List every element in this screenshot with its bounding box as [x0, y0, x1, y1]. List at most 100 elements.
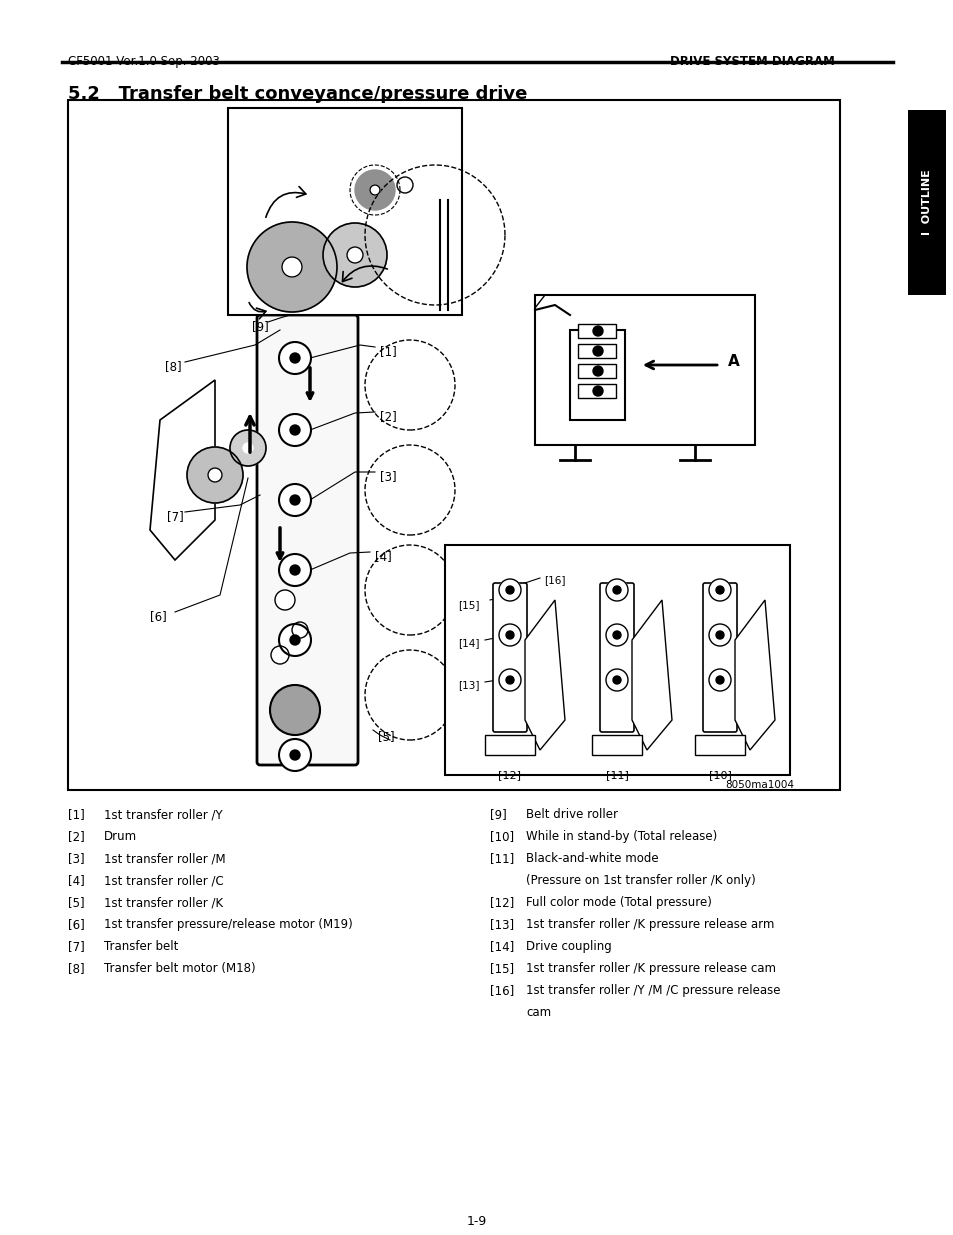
- FancyBboxPatch shape: [599, 583, 634, 732]
- Circle shape: [613, 676, 620, 684]
- Bar: [68, 100, 840, 790]
- Text: [11]: [11]: [605, 769, 628, 781]
- Circle shape: [593, 346, 602, 356]
- Text: [10]: [10]: [490, 830, 514, 844]
- Text: [15]: [15]: [457, 600, 479, 610]
- Circle shape: [243, 443, 253, 453]
- Text: A: A: [727, 354, 739, 369]
- Circle shape: [274, 590, 294, 610]
- Polygon shape: [631, 600, 671, 750]
- Circle shape: [605, 579, 627, 601]
- Text: [4]: [4]: [375, 550, 392, 563]
- Circle shape: [290, 635, 299, 645]
- Text: DRIVE SYSTEM DIAGRAM: DRIVE SYSTEM DIAGRAM: [669, 56, 834, 68]
- Text: [16]: [16]: [490, 984, 514, 997]
- Text: [3]: [3]: [68, 852, 85, 864]
- FancyArrowPatch shape: [342, 266, 387, 282]
- Circle shape: [593, 326, 602, 336]
- Text: 1st transfer roller /Y: 1st transfer roller /Y: [104, 808, 222, 821]
- Text: Drum: Drum: [104, 830, 137, 844]
- Text: 1st transfer roller /Y /M /C pressure release: 1st transfer roller /Y /M /C pressure re…: [525, 984, 780, 997]
- Text: +: +: [211, 471, 219, 480]
- Bar: [535, 295, 754, 445]
- Text: 1st transfer roller /K pressure release cam: 1st transfer roller /K pressure release …: [525, 962, 775, 974]
- Circle shape: [278, 342, 311, 374]
- Circle shape: [708, 624, 730, 646]
- Text: Drive coupling: Drive coupling: [525, 940, 611, 953]
- Text: CF5001 Ver.1.0 Sep. 2003: CF5001 Ver.1.0 Sep. 2003: [68, 56, 219, 68]
- Text: Belt drive roller: Belt drive roller: [525, 808, 618, 821]
- Text: [9]: [9]: [490, 808, 506, 821]
- Circle shape: [278, 739, 311, 771]
- Bar: [578, 384, 616, 398]
- Text: [2]: [2]: [379, 410, 396, 424]
- Circle shape: [613, 585, 620, 594]
- Circle shape: [270, 685, 319, 735]
- Bar: [907, 110, 945, 295]
- Circle shape: [613, 631, 620, 638]
- Circle shape: [505, 585, 514, 594]
- Circle shape: [278, 624, 311, 656]
- FancyBboxPatch shape: [702, 583, 737, 732]
- Circle shape: [365, 650, 455, 740]
- Circle shape: [282, 257, 302, 277]
- Text: While in stand-by (Total release): While in stand-by (Total release): [525, 830, 717, 844]
- Text: [11]: [11]: [490, 852, 514, 864]
- Text: [1]: [1]: [68, 808, 85, 821]
- Circle shape: [187, 447, 243, 503]
- Text: [5]: [5]: [377, 730, 395, 743]
- Text: [13]: [13]: [490, 918, 514, 931]
- Bar: [592, 735, 641, 755]
- Text: (Pressure on 1st transfer roller /K only): (Pressure on 1st transfer roller /K only…: [525, 874, 755, 887]
- Circle shape: [396, 177, 413, 193]
- Text: [4]: [4]: [68, 874, 85, 887]
- Circle shape: [290, 564, 299, 576]
- Text: +: +: [285, 259, 298, 274]
- Circle shape: [323, 224, 387, 287]
- Bar: [569, 330, 624, 420]
- Text: Transfer belt motor (M18): Transfer belt motor (M18): [104, 962, 255, 974]
- Text: I  OUTLINE: I OUTLINE: [921, 169, 931, 236]
- Circle shape: [208, 468, 222, 482]
- Text: [14]: [14]: [457, 638, 479, 648]
- Text: [16]: [16]: [543, 576, 565, 585]
- Circle shape: [292, 622, 308, 638]
- FancyArrowPatch shape: [249, 303, 266, 319]
- Bar: [484, 735, 535, 755]
- Bar: [578, 364, 616, 378]
- Text: [13]: [13]: [457, 680, 479, 690]
- Circle shape: [290, 353, 299, 363]
- Text: cam: cam: [525, 1007, 551, 1019]
- Circle shape: [708, 579, 730, 601]
- Text: [12]: [12]: [498, 769, 521, 781]
- Text: [1]: [1]: [379, 345, 396, 358]
- Text: Transfer belt: Transfer belt: [104, 940, 178, 953]
- FancyBboxPatch shape: [493, 583, 526, 732]
- Text: [5]: [5]: [68, 897, 85, 909]
- Circle shape: [347, 247, 363, 263]
- Text: 5.2   Transfer belt conveyance/pressure drive: 5.2 Transfer belt conveyance/pressure dr…: [68, 85, 527, 103]
- Text: [6]: [6]: [68, 918, 85, 931]
- Circle shape: [365, 545, 455, 635]
- Text: [8]: [8]: [68, 962, 85, 974]
- Text: +: +: [350, 248, 360, 262]
- Text: Full color mode (Total pressure): Full color mode (Total pressure): [525, 897, 711, 909]
- Circle shape: [355, 170, 395, 210]
- Circle shape: [498, 579, 520, 601]
- Circle shape: [290, 425, 299, 435]
- Text: 1st transfer roller /C: 1st transfer roller /C: [104, 874, 224, 887]
- Circle shape: [290, 750, 299, 760]
- Text: [7]: [7]: [68, 940, 85, 953]
- Circle shape: [498, 669, 520, 692]
- Circle shape: [278, 555, 311, 585]
- Text: [15]: [15]: [490, 962, 514, 974]
- Circle shape: [605, 669, 627, 692]
- FancyArrowPatch shape: [266, 186, 306, 217]
- Circle shape: [605, 624, 627, 646]
- Circle shape: [247, 222, 336, 312]
- Bar: [695, 735, 744, 755]
- Circle shape: [271, 646, 289, 664]
- Bar: [578, 345, 616, 358]
- Circle shape: [370, 185, 379, 195]
- Circle shape: [708, 669, 730, 692]
